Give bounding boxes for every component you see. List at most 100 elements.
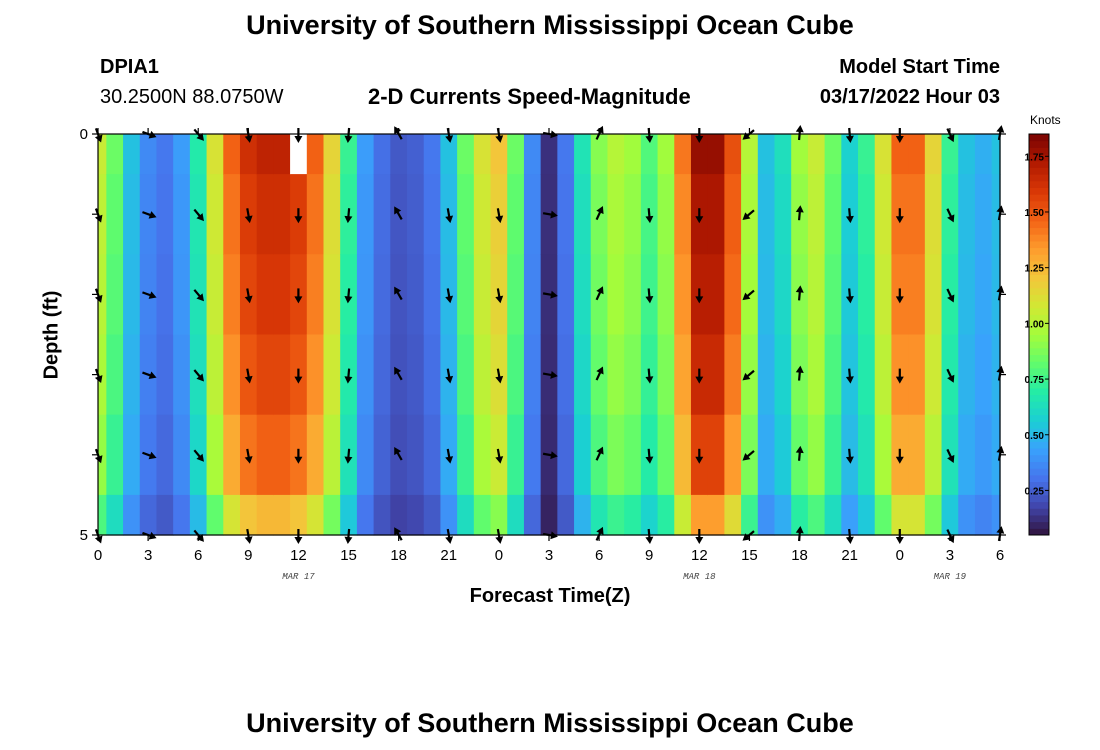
vector-arrow <box>946 529 955 544</box>
vector-head <box>845 376 854 384</box>
vector-arrow <box>595 286 604 301</box>
heatmap-cell <box>724 254 742 336</box>
heatmap-cell <box>807 334 826 416</box>
colorbar-segment <box>1029 234 1049 242</box>
vector-head <box>394 126 402 135</box>
vector-head <box>895 136 904 143</box>
heatmap-cell <box>306 174 325 255</box>
heatmap-cell <box>457 174 475 255</box>
vector-arrow <box>845 368 854 384</box>
vector-arrow <box>193 128 204 141</box>
colorbar-segment <box>1029 294 1049 302</box>
colorbar-segment <box>1029 501 1049 509</box>
heatmap-cell <box>807 174 826 255</box>
heatmap-cell <box>724 134 742 175</box>
heatmap-cell <box>891 494 909 536</box>
vector-arrow <box>742 530 755 541</box>
vector-arrow <box>645 288 654 304</box>
vector-head <box>845 456 854 464</box>
vector-head <box>394 366 402 375</box>
heatmap-cell <box>624 494 642 536</box>
heatmap-cell <box>507 254 525 336</box>
vector-arrow <box>595 366 604 381</box>
colorbar-segment <box>1029 354 1049 362</box>
colorbar-segment <box>1029 488 1049 496</box>
heatmap-cell <box>807 494 826 536</box>
heatmap-cell <box>473 414 492 496</box>
vector-head <box>596 286 604 295</box>
colorbar-segment <box>1029 514 1049 523</box>
heatmap-cell <box>173 134 191 175</box>
vector-arrow <box>244 288 253 304</box>
heatmap-cell <box>557 254 575 336</box>
heatmap-cell <box>123 254 141 336</box>
vector-head <box>244 295 253 304</box>
heatmap-cell <box>858 174 876 255</box>
vector-head <box>196 453 204 462</box>
colorbar-segment <box>1029 167 1049 175</box>
heatmap-cell <box>523 494 542 536</box>
footer-title: University of Southern Mississippi Ocean… <box>246 708 854 738</box>
vector-arrow <box>645 368 654 384</box>
heatmap-cell <box>273 494 291 536</box>
vector-head <box>495 295 504 304</box>
vector-head <box>495 135 504 143</box>
heatmap-cell <box>858 254 876 336</box>
heatmap-cell <box>540 494 558 536</box>
vector-head <box>94 375 103 384</box>
heatmap-cell <box>490 494 508 536</box>
vector-head <box>645 296 654 304</box>
vector-head <box>947 134 955 143</box>
vector-head <box>742 212 751 220</box>
heatmap-cell <box>323 494 341 536</box>
x-tick-label: 21 <box>841 547 858 564</box>
heatmap-cell <box>791 494 809 536</box>
heatmap-cell <box>974 254 993 336</box>
vector-arrow <box>742 289 755 301</box>
colorbar-segment <box>1029 307 1049 315</box>
heatmap-cell <box>774 334 792 416</box>
heatmap-cell <box>674 334 692 416</box>
colorbar-tick-label: 1.50 <box>1025 208 1045 219</box>
vector-head <box>445 295 454 304</box>
heatmap-cell <box>657 494 675 536</box>
heatmap-cell <box>858 414 876 496</box>
vector-arrow <box>946 368 955 383</box>
heatmap-cell <box>356 494 375 536</box>
heatmap-cell <box>574 414 592 496</box>
vector-arrow <box>695 208 704 224</box>
vector-arrow <box>595 446 604 461</box>
colorbar-segment <box>1029 468 1049 476</box>
heatmap-cell <box>306 494 325 536</box>
heatmap-cell <box>423 174 442 255</box>
heatmap-cell <box>423 494 442 536</box>
heatmap-cell <box>674 134 692 175</box>
heatmap-cell <box>223 134 241 175</box>
heatmap-cell <box>774 494 792 536</box>
heatmap-cell <box>741 494 759 536</box>
heatmap-cell <box>457 134 475 175</box>
heatmap-cell <box>156 334 174 416</box>
heatmap-cell <box>173 334 191 416</box>
heatmap-cell <box>757 494 776 536</box>
vector-head <box>695 296 704 304</box>
vector-arrow <box>795 205 804 221</box>
vector-head <box>845 135 854 143</box>
vector-head <box>445 536 454 544</box>
heatmap-cell <box>574 334 592 416</box>
heatmap-cell <box>106 414 124 496</box>
heatmap-cell <box>874 134 893 175</box>
colorbar-segment <box>1029 180 1049 188</box>
heatmap-cell <box>958 414 976 496</box>
colorbar-segment <box>1029 434 1049 442</box>
heatmap-cell <box>390 134 408 175</box>
heatmap-cell <box>991 174 1001 255</box>
vector-head <box>596 526 604 535</box>
vector-head <box>645 135 654 143</box>
heatmap-cell <box>757 414 776 496</box>
heatmap-cell <box>256 134 274 175</box>
vector-head <box>742 292 751 301</box>
x-tick-label: 18 <box>390 547 407 564</box>
colorbar-segment <box>1029 321 1049 329</box>
